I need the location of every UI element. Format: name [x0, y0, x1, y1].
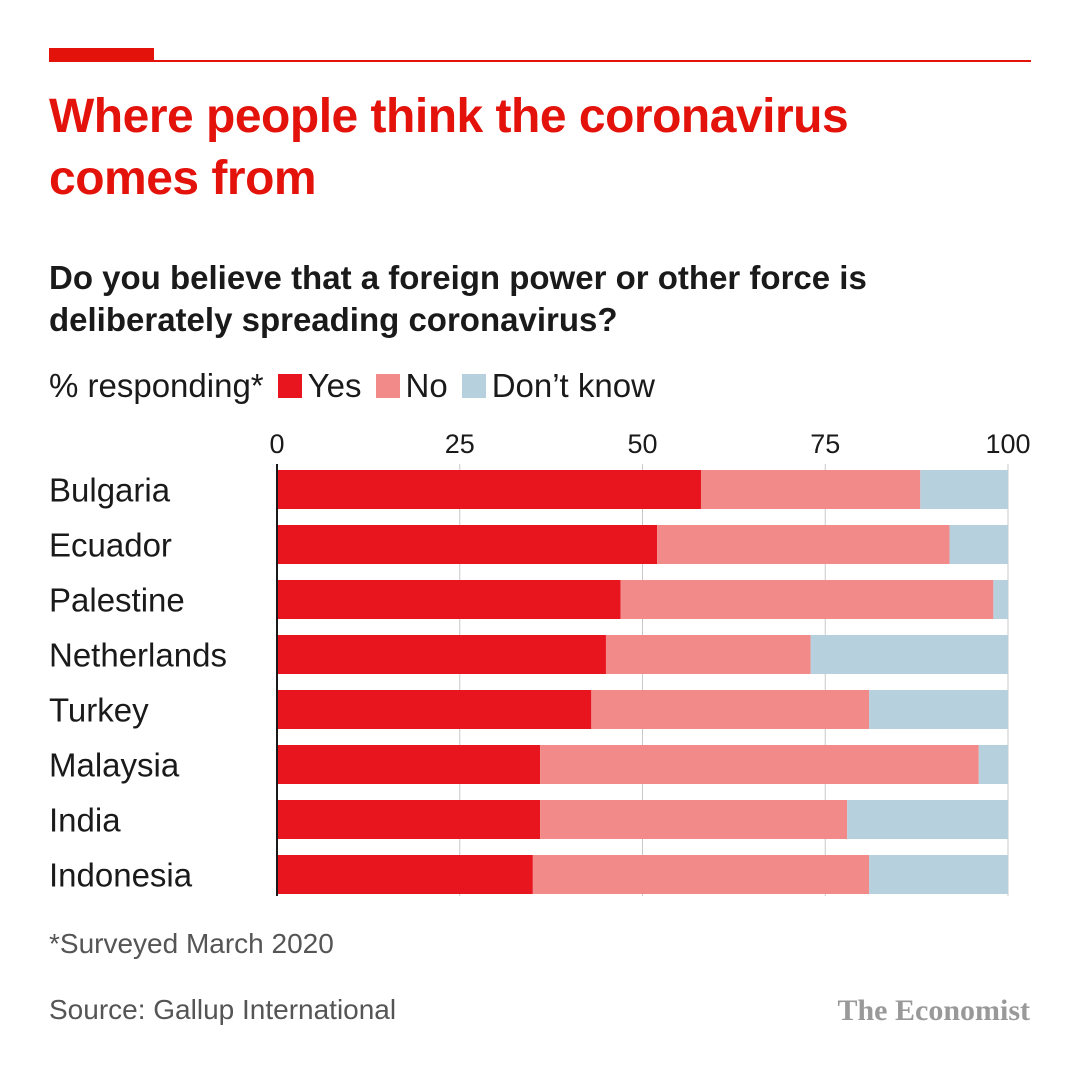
bar-dont-know-malaysia	[978, 745, 1008, 784]
bar-dont-know-india	[847, 800, 1008, 839]
legend-units-label: % responding*	[49, 367, 264, 404]
x-axis-ticks: 0 25 50 75 100	[269, 429, 1030, 459]
bar-dont-know-bulgaria	[920, 470, 1008, 509]
bar-dont-know-turkey	[869, 690, 1008, 729]
bar-no-bulgaria	[700, 470, 921, 509]
x-tick-label-25: 25	[445, 429, 475, 459]
source-note: Source: Gallup International	[49, 994, 397, 1025]
bar-yes-turkey	[277, 690, 592, 729]
x-tick-label-50: 50	[627, 429, 657, 459]
chart-title: Where people think the coronavirus comes…	[49, 90, 849, 205]
bar-no-malaysia	[540, 745, 979, 784]
legend-swatch-yes	[277, 374, 302, 398]
legend-label-dont-know: Don’t know	[491, 367, 655, 404]
legend-swatch-dont-know	[461, 374, 486, 398]
category-label-ecuador: Ecuador	[49, 527, 172, 564]
bar-dont-know-palestine	[993, 580, 1008, 619]
bar-no-palestine	[620, 580, 994, 619]
category-label-netherlands: Netherlands	[49, 637, 227, 674]
category-label-bulgaria: Bulgaria	[49, 472, 171, 509]
bar-dont-know-ecuador	[949, 525, 1008, 564]
bar-dont-know-indonesia	[869, 855, 1008, 894]
legend-item-dont-know: Don’t know	[461, 367, 655, 405]
legend: % responding* Yes No Don’t know	[49, 364, 669, 408]
bar-no-turkey	[591, 690, 870, 729]
category-label-palestine: Palestine	[49, 582, 185, 619]
bar-yes-palestine	[277, 580, 621, 619]
category-label-indonesia: Indonesia	[49, 857, 193, 894]
legend-swatch-no	[375, 374, 400, 398]
legend-label-yes: Yes	[307, 367, 362, 404]
category-label-india: India	[49, 802, 121, 839]
bars	[277, 470, 1008, 894]
bar-dont-know-netherlands	[810, 635, 1008, 674]
publisher-logo: The Economist	[837, 994, 1030, 1027]
bar-no-india	[540, 800, 848, 839]
x-tick-label-75: 75	[810, 429, 840, 459]
bar-no-ecuador	[657, 525, 950, 564]
x-tick-label-100: 100	[985, 429, 1030, 459]
bar-no-netherlands	[605, 635, 811, 674]
legend-label-no: No	[405, 367, 448, 404]
legend-item-yes: Yes	[277, 367, 362, 405]
chart-subtitle: Do you believe that a foreign power or o…	[49, 259, 867, 338]
bar-yes-bulgaria	[277, 470, 701, 509]
category-labels: Bulgaria Ecuador Palestine Netherlands Turke…	[49, 472, 227, 894]
bar-yes-india	[277, 800, 541, 839]
footnote: *Surveyed March 2020	[49, 928, 334, 959]
legend-item-no: No	[375, 367, 448, 405]
category-label-malaysia: Malaysia	[49, 747, 180, 784]
category-label-turkey: Turkey	[49, 692, 149, 729]
x-tick-label-0: 0	[269, 429, 284, 459]
bar-yes-malaysia	[277, 745, 541, 784]
bar-yes-indonesia	[277, 855, 533, 894]
bar-yes-ecuador	[277, 525, 658, 564]
bar-yes-netherlands	[277, 635, 606, 674]
header-rule	[49, 60, 1031, 62]
bar-no-indonesia	[532, 855, 870, 894]
header-tag	[49, 48, 154, 61]
